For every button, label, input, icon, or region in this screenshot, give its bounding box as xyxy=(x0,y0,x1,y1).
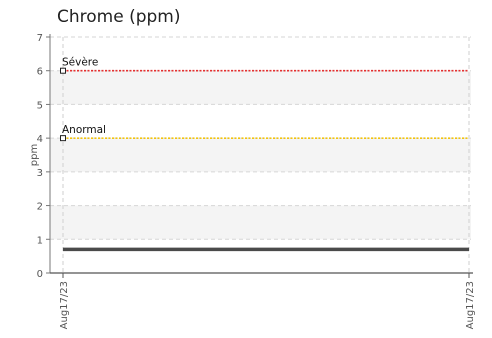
threshold-label: Sévère xyxy=(62,57,98,69)
x-tick-label: Aug17/23 xyxy=(465,281,476,329)
plot-band xyxy=(50,70,471,105)
y-tick-label: 7 xyxy=(37,33,43,44)
y-tick-label: 4 xyxy=(37,134,43,145)
threshold-marker xyxy=(60,135,66,142)
plot-band xyxy=(50,138,471,172)
y-tick-label: 6 xyxy=(37,67,43,78)
y-tick-label: 3 xyxy=(37,168,43,179)
y-axis-label: ppm xyxy=(29,144,40,166)
y-tick-label: 0 xyxy=(37,269,43,280)
threshold-label: Anormal xyxy=(62,124,106,136)
threshold-marker xyxy=(60,67,66,74)
chart-title: Chrome (ppm) xyxy=(57,7,181,27)
y-tick-label: 1 xyxy=(37,235,43,246)
y-tick-label: 5 xyxy=(37,100,43,111)
plot-band xyxy=(50,205,471,240)
x-tick-label: Aug17/23 xyxy=(59,281,70,329)
y-tick-label: 2 xyxy=(37,202,43,213)
